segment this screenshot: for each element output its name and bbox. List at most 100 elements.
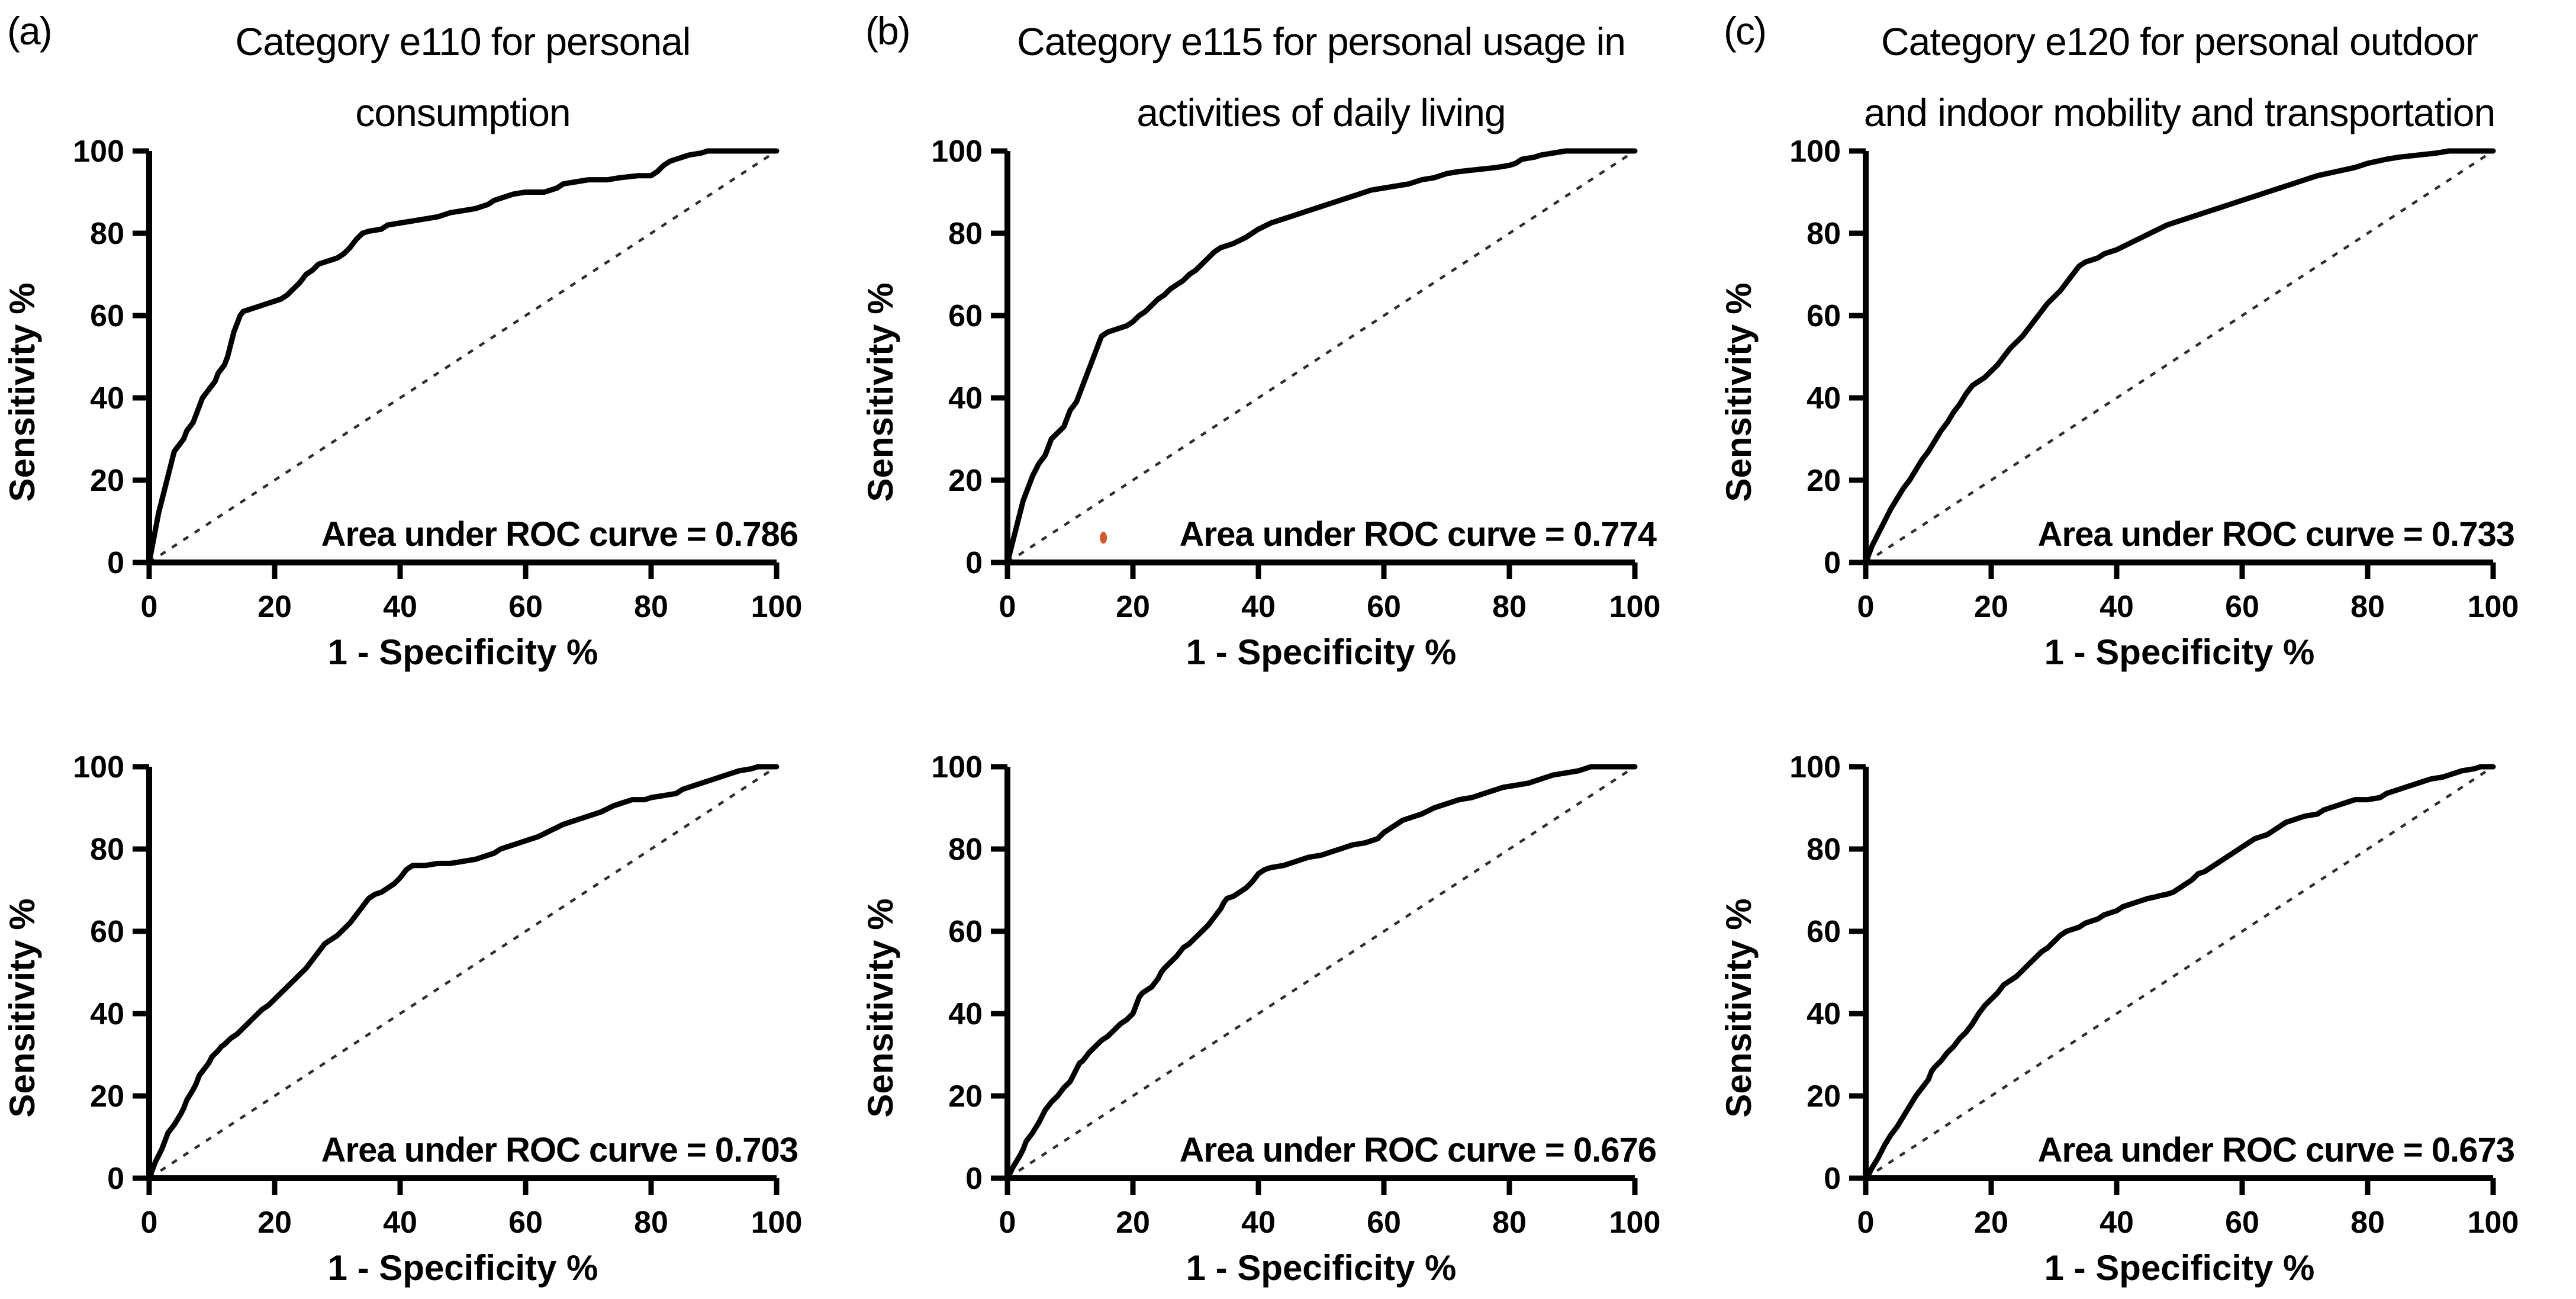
x-tick-label: 80 (1492, 1205, 1527, 1240)
y-tick-label: 60 (948, 915, 983, 949)
roc-panel-e110-bottom: 0 20 40 60 80 100 0 20 40 60 80 100 1 - Specificity … (0, 675, 858, 1299)
x-tick-label: 100 (2468, 590, 2519, 624)
y-tick-label: 60 (1807, 915, 1841, 949)
x-axis-label: 1 - Specificity % (328, 632, 598, 672)
y-tick-label: 80 (90, 217, 124, 251)
panel-title: Category e110 for personal consumption (117, 6, 809, 148)
x-tick-label: 60 (508, 1205, 543, 1240)
y-axis-label: Sensitivity % (861, 282, 900, 501)
auc-label: Area under ROC curve = 0.673 (2038, 1131, 2514, 1169)
y-tick-label: 0 (1824, 546, 1841, 580)
auc-label: Area under ROC curve = 0.703 (321, 1131, 798, 1169)
y-tick-label: 60 (948, 299, 983, 333)
x-tick-label: 0 (141, 1205, 158, 1240)
roc-curve (1863, 764, 2496, 1181)
x-axis-label: 1 - Specificity % (2044, 1248, 2315, 1288)
y-axis-label: Sensitivity % (861, 898, 900, 1117)
reference-diagonal-line (148, 150, 778, 564)
y-tick-label: 40 (1807, 381, 1841, 416)
roc-curve (1863, 148, 2496, 565)
y-axis-label: Sensitivity % (1719, 282, 1759, 501)
auc-label: Area under ROC curve = 0.676 (1180, 1131, 1656, 1169)
panel-header: (c) Category e120 for personal outdoor a… (1717, 0, 2575, 148)
y-tick-label: 100 (1789, 750, 1841, 784)
y-tick-label: 100 (931, 750, 983, 784)
y-tick-label: 20 (1807, 1079, 1841, 1114)
x-tick-label: 60 (2225, 590, 2259, 624)
roc-panel-e120-bottom: 0 20 40 60 80 100 0 20 40 60 80 100 1 - Specificity … (1717, 675, 2575, 1299)
x-tick-label: 100 (1609, 590, 1661, 624)
title-line-1: Category e115 for personal usage in (1017, 20, 1626, 63)
x-axis-label: 1 - Specificity % (2044, 632, 2315, 672)
reference-diagonal-line (1006, 150, 1636, 564)
y-tick-label: 60 (90, 915, 124, 949)
y-tick-label: 100 (73, 750, 124, 784)
y-tick-label: 20 (90, 464, 124, 498)
x-tick-label: 100 (751, 590, 803, 624)
y-axis-label: Sensitivity % (1719, 898, 1759, 1117)
x-tick-label: 0 (1857, 590, 1875, 624)
reference-diagonal-line (1865, 150, 2494, 564)
y-tick-label: 20 (948, 464, 983, 498)
x-tick-label: 60 (508, 590, 543, 624)
roc-curve (1004, 764, 1638, 1181)
title-line-1: Category e120 for personal outdoor (1881, 20, 2478, 63)
y-tick-label: 0 (107, 1162, 124, 1196)
panel-letter-c: (c) (1724, 9, 1767, 53)
roc-panel-e115-top: (b) Category e115 for personal usage in … (858, 0, 1717, 675)
y-tick-label: 60 (90, 299, 124, 333)
reference-diagonal-line (148, 766, 778, 1179)
y-tick-label: 20 (90, 1079, 124, 1114)
x-tick-label: 100 (2468, 1205, 2519, 1240)
x-tick-label: 0 (999, 590, 1016, 624)
title-line-2: consumption (355, 91, 571, 134)
x-tick-label: 0 (141, 590, 158, 624)
x-axis-label: 1 - Specificity % (328, 1248, 598, 1288)
x-tick-label: 0 (1857, 1205, 1875, 1240)
x-tick-label: 100 (751, 1205, 803, 1240)
y-tick-label: 40 (948, 997, 983, 1031)
title-line-2: activities of daily living (1136, 91, 1506, 134)
title-line-1: Category e110 for personal (235, 20, 691, 63)
auc-label: Area under ROC curve = 0.786 (321, 515, 798, 554)
x-tick-label: 20 (1116, 590, 1150, 624)
roc-curve (146, 148, 780, 565)
y-tick-label: 20 (948, 1079, 983, 1114)
x-tick-label: 60 (1367, 1205, 1401, 1240)
y-tick-label: 80 (1807, 832, 1841, 867)
roc-chart-e120-bottom: 0 20 40 60 80 100 0 20 40 60 80 100 1 - Specificity … (1719, 750, 2519, 1288)
roc-panel-e110-top: (a) Category e110 for personal consumpti… (0, 0, 858, 675)
panel-letter-b: (b) (865, 9, 911, 53)
auc-label: Area under ROC curve = 0.774 (1180, 515, 1657, 554)
x-tick-label: 40 (1241, 1205, 1276, 1240)
y-tick-label: 100 (1789, 134, 1841, 169)
x-tick-label: 20 (1116, 1205, 1150, 1240)
auc-label: Area under ROC curve = 0.733 (2038, 515, 2514, 554)
reference-diagonal-line (1006, 766, 1636, 1179)
y-axis-label: Sensitivity % (2, 898, 42, 1117)
x-tick-label: 40 (2100, 590, 2134, 624)
x-tick-label: 80 (634, 590, 668, 624)
y-tick-label: 0 (965, 1162, 983, 1196)
y-tick-label: 80 (90, 832, 124, 867)
panel-title: Category e115 for personal usage in acti… (975, 6, 1667, 148)
roc-chart-e115-bottom: 0 20 40 60 80 100 0 20 40 60 80 100 1 - Specificity … (861, 750, 1660, 1288)
y-tick-label: 80 (1807, 217, 1841, 251)
x-tick-label: 40 (383, 590, 417, 624)
x-tick-label: 80 (1492, 590, 1527, 624)
x-tick-label: 80 (2350, 590, 2385, 624)
y-tick-label: 0 (1824, 1162, 1841, 1196)
title-line-2: and indoor mobility and transportation (1863, 91, 2496, 134)
roc-chart-e110-bottom: 0 20 40 60 80 100 0 20 40 60 80 100 1 - Specificity … (2, 750, 803, 1288)
x-tick-label: 0 (999, 1205, 1016, 1240)
roc-chart-e110-top: 0 20 40 60 80 100 0 20 40 60 80 100 1 - Specificity … (2, 134, 803, 672)
x-tick-label: 20 (257, 590, 292, 624)
panel-header: (b) Category e115 for personal usage in … (858, 0, 1717, 148)
roc-panel-e120-top: (c) Category e120 for personal outdoor a… (1717, 0, 2575, 675)
x-tick-label: 20 (1974, 590, 2008, 624)
stray-orange-mark (1100, 532, 1107, 544)
x-axis-label: 1 - Specificity % (1186, 1248, 1457, 1288)
x-tick-label: 80 (2350, 1205, 2385, 1240)
y-tick-label: 80 (948, 832, 983, 867)
x-tick-label: 60 (1367, 590, 1401, 624)
